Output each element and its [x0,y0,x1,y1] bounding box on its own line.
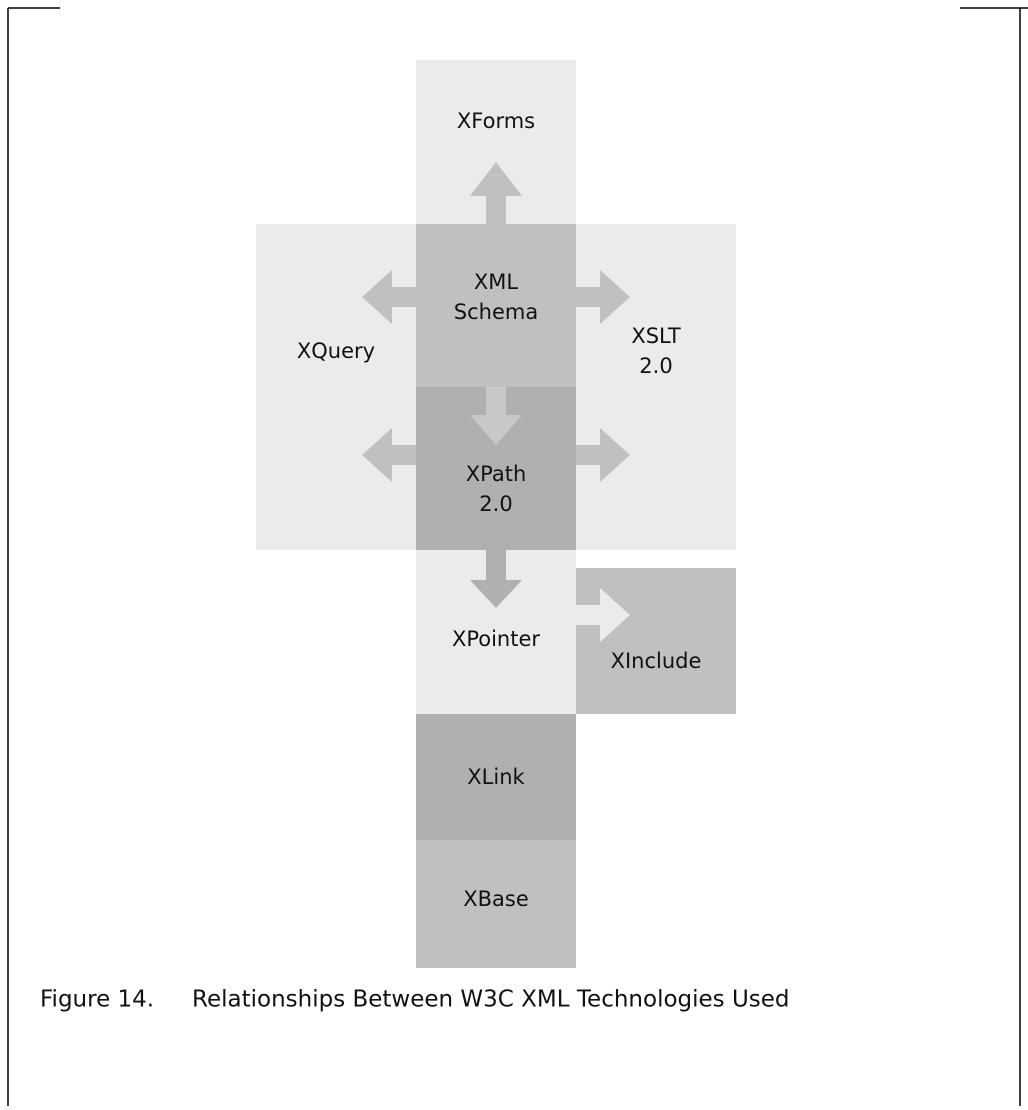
box-xlink [416,714,576,840]
node-label: XBase [463,887,529,911]
caption-text: Relationships Between W3C XML Technologi… [192,987,790,1013]
node-label: XLink [467,765,525,789]
node-label: XPath [466,462,527,486]
node-label: 2.0 [639,354,672,378]
arrow-down [470,550,522,608]
arrow-down [470,387,522,445]
arrow-up [470,162,522,224]
node-label: XSLT [631,324,681,348]
node-label: XInclude [611,649,702,673]
node-label: XForms [457,109,535,133]
arrow-left [362,270,416,324]
arrow-right [576,428,630,482]
arrow-right [576,588,630,642]
arrows [362,162,630,642]
arrow-right [576,270,630,324]
page-border [7,7,1028,1106]
box-schema [416,224,576,387]
caption-number: Figure 14. [40,987,154,1013]
node-label: XML [474,270,519,294]
arrow-left [362,428,416,482]
node-label: 2.0 [479,492,512,516]
labels: XForms XQuery XSLT 2.0 XML Schema XPath 2.0 XPoi… [297,109,702,911]
box-xbase [416,840,576,968]
node-label: Schema [454,300,538,324]
node-label: XQuery [297,339,375,363]
node-label: XPointer [452,627,540,651]
